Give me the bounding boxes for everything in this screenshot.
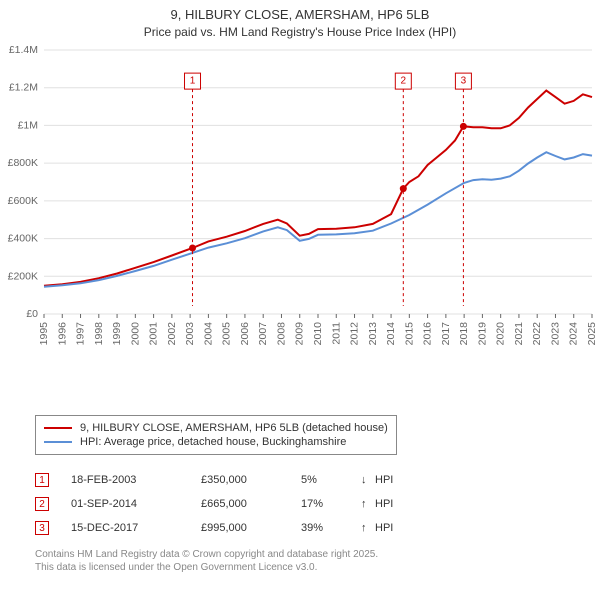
x-tick-label: 2007 (257, 322, 269, 346)
event-pct: 17% (301, 498, 361, 510)
title-line-1: 9, HILBURY CLOSE, AMERSHAM, HP6 5LB (0, 6, 600, 24)
x-tick-label: 2019 (476, 322, 488, 346)
x-tick-label: 2010 (312, 322, 324, 346)
event-arrow-icon: ↑ (361, 522, 375, 534)
event-row: 3 15-DEC-2017£995,00039%↑HPI (35, 516, 415, 540)
title-line-2: Price paid vs. HM Land Registry's House … (0, 24, 600, 40)
y-tick-label: £400K (8, 233, 38, 245)
x-tick-label: 2018 (458, 322, 470, 346)
series-price_paid (44, 91, 592, 286)
x-tick-label: 1999 (111, 322, 123, 346)
event-price: £665,000 (201, 498, 301, 510)
legend-item: HPI: Average price, detached house, Buck… (44, 436, 388, 448)
event-marker: 3 (35, 521, 49, 535)
attribution-line-2: This data is licensed under the Open Gov… (35, 561, 378, 574)
event-vs-label: HPI (375, 474, 415, 486)
x-tick-label: 2023 (549, 322, 561, 346)
x-tick-label: 2011 (330, 322, 342, 345)
x-tick-label: 2002 (166, 322, 178, 346)
event-arrow-icon: ↑ (361, 498, 375, 510)
legend-swatch (44, 427, 72, 429)
y-tick-label: £800K (8, 157, 38, 169)
event-marker: 1 (35, 473, 49, 487)
x-tick-label: 2013 (367, 322, 379, 346)
event-date: 01-SEP-2014 (71, 498, 201, 510)
x-tick-label: 2022 (531, 322, 543, 346)
event-arrow-icon: ↓ (361, 474, 375, 486)
plot-svg: £0 £200K £400K £600K £800K £1M £1.2M £1.4M 1995 1… (0, 42, 600, 372)
x-tick-label: 2024 (568, 322, 580, 346)
chart-title: 9, HILBURY CLOSE, AMERSHAM, HP6 5LB Pric… (0, 0, 600, 40)
x-tick-label: 2020 (495, 322, 507, 346)
chart-container: 9, HILBURY CLOSE, AMERSHAM, HP6 5LB Pric… (0, 0, 600, 590)
x-tick-label: 1997 (75, 322, 87, 346)
x-tick-label: 2025 (586, 322, 598, 346)
legend-label: 9, HILBURY CLOSE, AMERSHAM, HP6 5LB (det… (80, 422, 388, 434)
x-tick-label: 2008 (275, 322, 287, 346)
event-row: 2 01-SEP-2014£665,00017%↑HPI (35, 492, 415, 516)
annotation-number: 2 (401, 76, 407, 87)
event-date: 15-DEC-2017 (71, 522, 201, 534)
event-row: 1 18-FEB-2003£350,0005%↓HPI (35, 468, 415, 492)
event-price: £995,000 (201, 522, 301, 534)
x-tick-label: 1995 (38, 322, 50, 346)
y-tick-label: £200K (8, 270, 38, 282)
legend: 9, HILBURY CLOSE, AMERSHAM, HP6 5LB (det… (35, 415, 397, 455)
legend-item: 9, HILBURY CLOSE, AMERSHAM, HP6 5LB (det… (44, 422, 388, 434)
legend-swatch (44, 441, 72, 443)
x-tick-label: 2012 (349, 322, 361, 346)
y-tick-label: £1M (18, 119, 38, 131)
plot-area: £0 £200K £400K £600K £800K £1M £1.2M £1.4M 1995 1… (0, 42, 600, 372)
event-pct: 39% (301, 522, 361, 534)
x-tick-label: 2003 (184, 322, 196, 346)
x-tick-label: 2004 (202, 322, 214, 346)
series-hpi (44, 152, 592, 287)
x-tick-label: 2006 (239, 322, 251, 346)
event-vs-label: HPI (375, 498, 415, 510)
x-tick-label: 2016 (422, 322, 434, 346)
y-tick-label: £1.4M (9, 44, 38, 56)
x-tick-label: 1996 (56, 322, 68, 346)
x-tick-label: 2014 (385, 322, 397, 346)
event-marker: 2 (35, 497, 49, 511)
x-tick-label: 1998 (93, 322, 105, 346)
events-table: 118-FEB-2003£350,0005%↓HPI201-SEP-2014£6… (35, 468, 415, 540)
event-date: 18-FEB-2003 (71, 474, 201, 486)
x-tick-label: 2001 (148, 322, 160, 346)
x-tick-label: 2015 (403, 322, 415, 346)
x-tick-label: 2021 (513, 322, 525, 346)
y-tick-label: £600K (8, 195, 38, 207)
annotation-number: 3 (461, 76, 467, 87)
legend-label: HPI: Average price, detached house, Buck… (80, 436, 346, 448)
event-price: £350,000 (201, 474, 301, 486)
y-tick-label: £0 (26, 308, 38, 320)
attribution-line-1: Contains HM Land Registry data © Crown c… (35, 548, 378, 561)
event-pct: 5% (301, 474, 361, 486)
x-tick-label: 2017 (440, 322, 452, 346)
x-tick-label: 2009 (294, 322, 306, 346)
event-vs-label: HPI (375, 522, 415, 534)
attribution: Contains HM Land Registry data © Crown c… (35, 548, 378, 574)
x-tick-label: 2005 (221, 322, 233, 346)
annotation-number: 1 (190, 76, 196, 87)
x-tick-label: 2000 (129, 322, 141, 346)
y-tick-label: £1.2M (9, 82, 38, 94)
